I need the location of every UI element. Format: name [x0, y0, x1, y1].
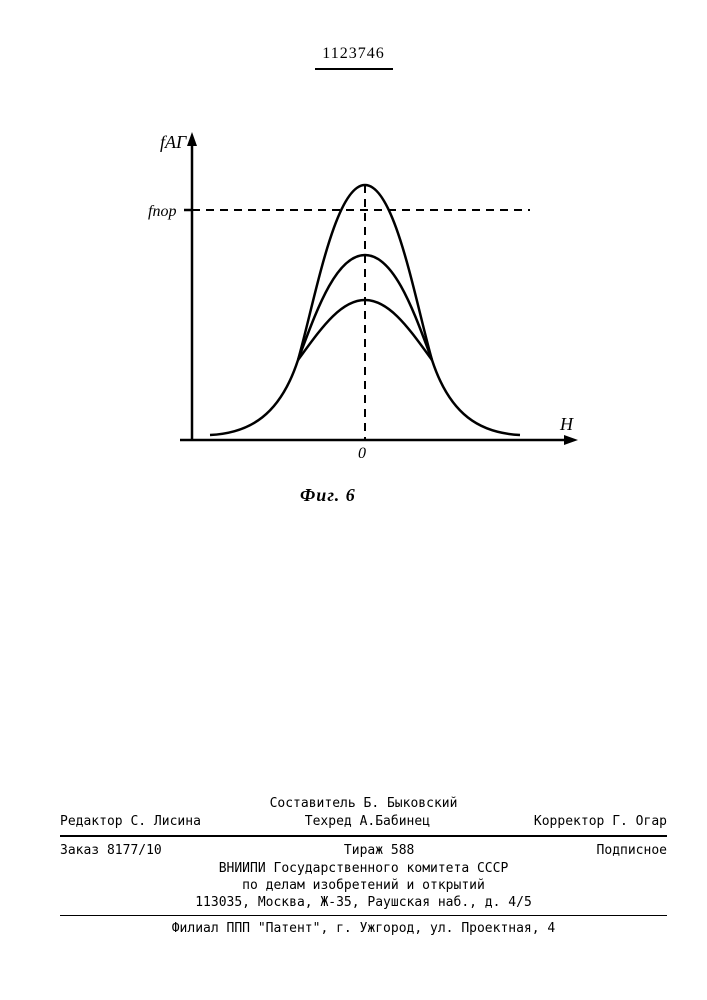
credits-row: Редактор С. Лисина Техред А.Бабинец Корр…	[60, 812, 667, 831]
y-axis-arrow	[187, 132, 197, 146]
order-number: Заказ 8177/10	[60, 843, 162, 858]
editor-name: С. Лисина	[130, 814, 200, 829]
org-line-1: ВНИИПИ Государственного комитета СССР	[60, 860, 667, 877]
org-line-2: по делам изобретений и открытий	[60, 877, 667, 894]
corrector-name: Г. Огар	[612, 814, 667, 829]
editor: Редактор С. Лисина	[60, 814, 201, 829]
techred-label: Техред	[305, 814, 352, 829]
techred: Техред А.Бабинец	[305, 814, 430, 829]
chart-svg: fАГ fпор 0 H	[130, 130, 580, 480]
tirazh: Тираж 588	[344, 843, 414, 858]
chart: fАГ fпор 0 H	[130, 130, 580, 480]
divider-1	[60, 835, 667, 837]
y-axis-label: fАГ	[160, 132, 187, 152]
x-axis-label: H	[559, 414, 574, 434]
origin-label: 0	[358, 445, 366, 462]
subscription: Подписное	[597, 843, 667, 858]
corrector-label: Корректор	[534, 814, 604, 829]
branch-line: Филиал ППП "Патент", г. Ужгород, ул. Про…	[60, 920, 667, 937]
page-number-underline	[315, 68, 393, 70]
editor-label: Редактор	[60, 814, 123, 829]
corrector: Корректор Г. Огар	[534, 814, 667, 829]
techred-name: А.Бабинец	[360, 814, 430, 829]
order-row: Заказ 8177/10 Тираж 588 Подписное	[60, 841, 667, 860]
figure-caption: Фиг. 6	[300, 485, 356, 506]
x-axis-arrow	[564, 435, 578, 445]
threshold-label: fпор	[148, 203, 176, 220]
footer: Составитель Б. Быковский Редактор С. Лис…	[60, 795, 667, 937]
page-number: 1123746	[322, 45, 384, 63]
divider-2	[60, 915, 667, 916]
compiler-line: Составитель Б. Быковский	[60, 795, 667, 812]
address-line: 113035, Москва, Ж-35, Раушская наб., д. …	[60, 894, 667, 911]
